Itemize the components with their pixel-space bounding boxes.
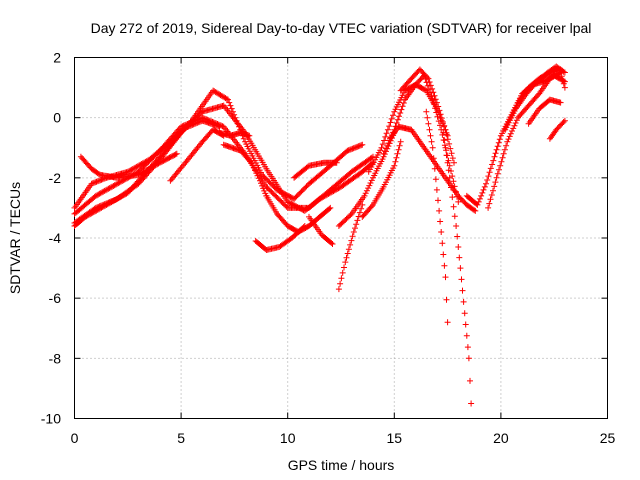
point-markers: [515, 66, 564, 106]
series-track-e: [77, 150, 180, 181]
data-points: [71, 63, 568, 407]
y-tick-label: -4: [49, 230, 62, 246]
series-track-end: [546, 117, 568, 142]
x-tick-label: 25: [600, 430, 616, 446]
chart-title: Day 272 of 2019, Sidereal Day-to-day VTE…: [91, 20, 592, 36]
point-markers: [463, 72, 568, 208]
series-track-l: [306, 213, 336, 247]
point-markers: [397, 66, 457, 166]
point-markers: [220, 141, 270, 199]
point-markers: [387, 123, 479, 214]
point-markers: [306, 213, 336, 247]
series-track-v: [463, 72, 568, 208]
point-markers: [359, 138, 404, 220]
series-track-j: [263, 192, 334, 235]
point-markers: [263, 192, 334, 235]
plot-frame: [74, 57, 608, 419]
series-track-s: [397, 66, 457, 166]
x-tick-label: 5: [177, 430, 185, 446]
series-track-r: [387, 123, 479, 214]
y-tick-label: 2: [53, 50, 61, 66]
y-tick-label: -8: [49, 350, 62, 366]
y-tick-label: -10: [41, 411, 61, 427]
series-track-k: [291, 159, 340, 181]
y-tick-label: 0: [53, 110, 61, 126]
y-tick-label: -2: [49, 170, 62, 186]
x-tick-label: 20: [493, 430, 509, 446]
y-axis-label: SDTVAR / TECUs: [7, 182, 23, 294]
series-track-b: [71, 102, 376, 226]
grid-lines: [74, 57, 608, 419]
series-track-i: [252, 223, 308, 253]
point-markers: [485, 69, 568, 211]
y-tick-label: -6: [49, 290, 62, 306]
x-axis-label: GPS time / hours: [288, 457, 395, 473]
series-track-y: [515, 66, 564, 106]
point-markers: [77, 150, 180, 181]
point-markers: [525, 96, 564, 127]
series-track-o: [359, 138, 404, 220]
series-track-u: [440, 129, 475, 407]
point-markers: [335, 201, 366, 293]
series-track-m: [335, 201, 366, 293]
series-track-h: [220, 141, 270, 199]
point-markers: [71, 102, 376, 226]
point-markers: [291, 159, 340, 181]
x-tick-label: 0: [71, 430, 79, 446]
point-markers: [252, 223, 308, 253]
x-tick-label: 10: [280, 430, 296, 446]
series-track-t: [423, 108, 451, 326]
series-track-z: [525, 96, 564, 127]
point-markers: [423, 108, 451, 326]
axis-ticks: 0 5 10 15 20 25 -10 -8 -6 -4 -2 0 2: [41, 50, 616, 447]
point-markers: [546, 117, 568, 142]
series-track-g: [216, 129, 253, 139]
point-markers: [440, 129, 475, 407]
x-tick-label: 15: [387, 430, 403, 446]
point-markers: [216, 129, 253, 139]
series-track-w: [485, 69, 568, 211]
